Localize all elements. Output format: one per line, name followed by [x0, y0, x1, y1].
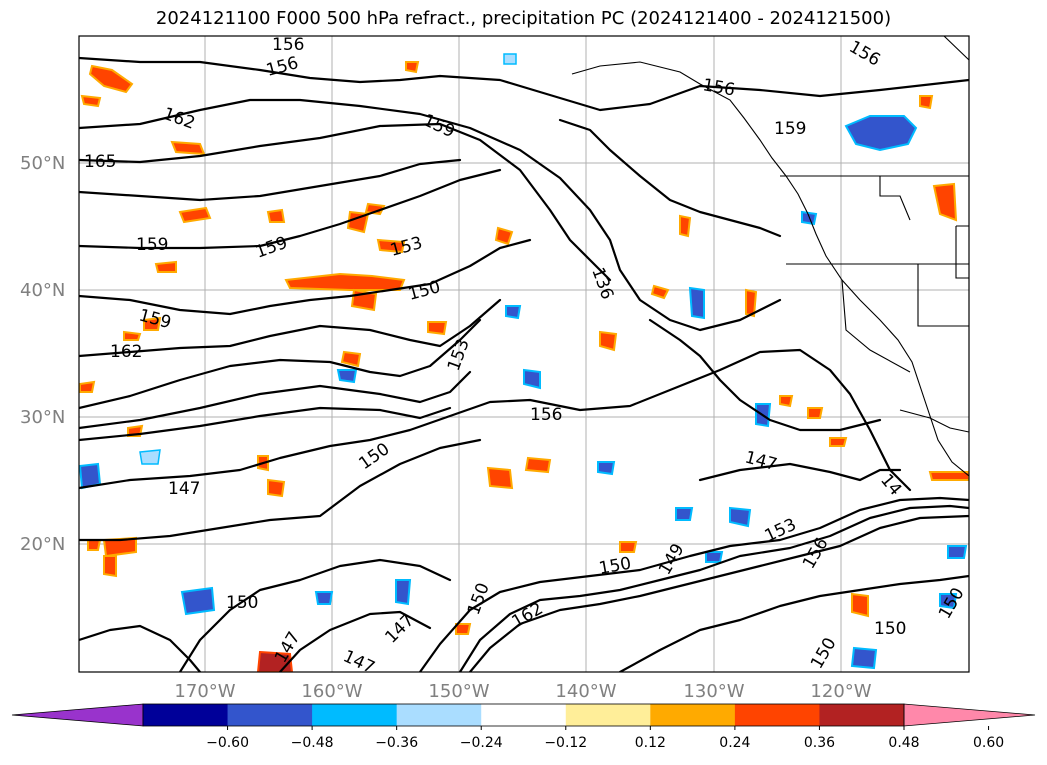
- contour-label: 162: [110, 342, 142, 362]
- colorbar-segment: [650, 704, 736, 726]
- colorbar-tick-label: 0.48: [888, 735, 919, 751]
- lon-label: 150°W: [428, 681, 489, 702]
- colorbar-tick-label: −0.60: [206, 735, 249, 751]
- map-area[interactable]: [79, 36, 969, 672]
- colorbar-tick-label: 0.24: [719, 735, 750, 751]
- lat-label: 50°N: [20, 153, 65, 174]
- lat-label: 40°N: [20, 280, 65, 301]
- colorbar-segment: [481, 704, 567, 726]
- contour-label: 156: [272, 35, 304, 55]
- colorbar-segment: [227, 704, 313, 726]
- contour-label: 159: [136, 235, 168, 255]
- refractivity-contours: [79, 56, 969, 672]
- colorbar-segment: [143, 704, 229, 726]
- coastlines: [571, 36, 969, 477]
- colorbar-segment: [734, 704, 820, 726]
- colorbar-extend-max: [903, 703, 1036, 727]
- colorbar-segment: [565, 704, 651, 726]
- lon-label: 170°W: [174, 681, 235, 702]
- colorbar-outline: [142, 703, 905, 727]
- colorbar-segment: [819, 704, 905, 726]
- lat-label: 30°N: [20, 407, 65, 428]
- colorbar-tick-label: −0.48: [291, 735, 334, 751]
- figure-title: 2024121100 F000 500 hPa refract., precip…: [155, 8, 892, 29]
- contour-label: 159: [774, 119, 806, 139]
- colorbar-tick-label: 0.60: [973, 735, 1004, 751]
- colorbar-tick-label: −0.24: [460, 735, 503, 751]
- lon-label: 140°W: [555, 681, 616, 702]
- contour-label: 147: [168, 479, 200, 499]
- lat-label: 20°N: [20, 534, 65, 555]
- colorbar-tick-label: 0.12: [635, 735, 666, 751]
- lon-label: 160°W: [301, 681, 362, 702]
- colorbar-segment: [396, 704, 482, 726]
- colorbar: −0.60 −0.48 −0.36 −0.24 −0.12 0.12 0.24 0.36 0.4…: [11, 703, 1036, 751]
- colorbar-extend-min: [11, 703, 144, 727]
- colorbar-tick-label: −0.12: [544, 735, 587, 751]
- colorbar-tick-label: 0.36: [804, 735, 835, 751]
- colorbar-segment: [312, 704, 398, 726]
- lon-label: 120°W: [810, 681, 871, 702]
- contour-label: 165: [84, 152, 116, 172]
- contour-label: 150: [874, 619, 906, 639]
- contour-label: 156: [530, 405, 562, 425]
- latitude-labels: 50°N 40°N 30°N 20°N: [20, 153, 65, 555]
- colorbar-tick-label: −0.36: [375, 735, 418, 751]
- precip-positive-patches: [79, 61, 969, 672]
- contour-label: 150: [226, 593, 258, 613]
- map-frame: [78, 35, 970, 673]
- lon-label: 130°W: [683, 681, 744, 702]
- longitude-labels: 170°W 160°W 150°W 140°W 130°W 120°W: [174, 681, 871, 702]
